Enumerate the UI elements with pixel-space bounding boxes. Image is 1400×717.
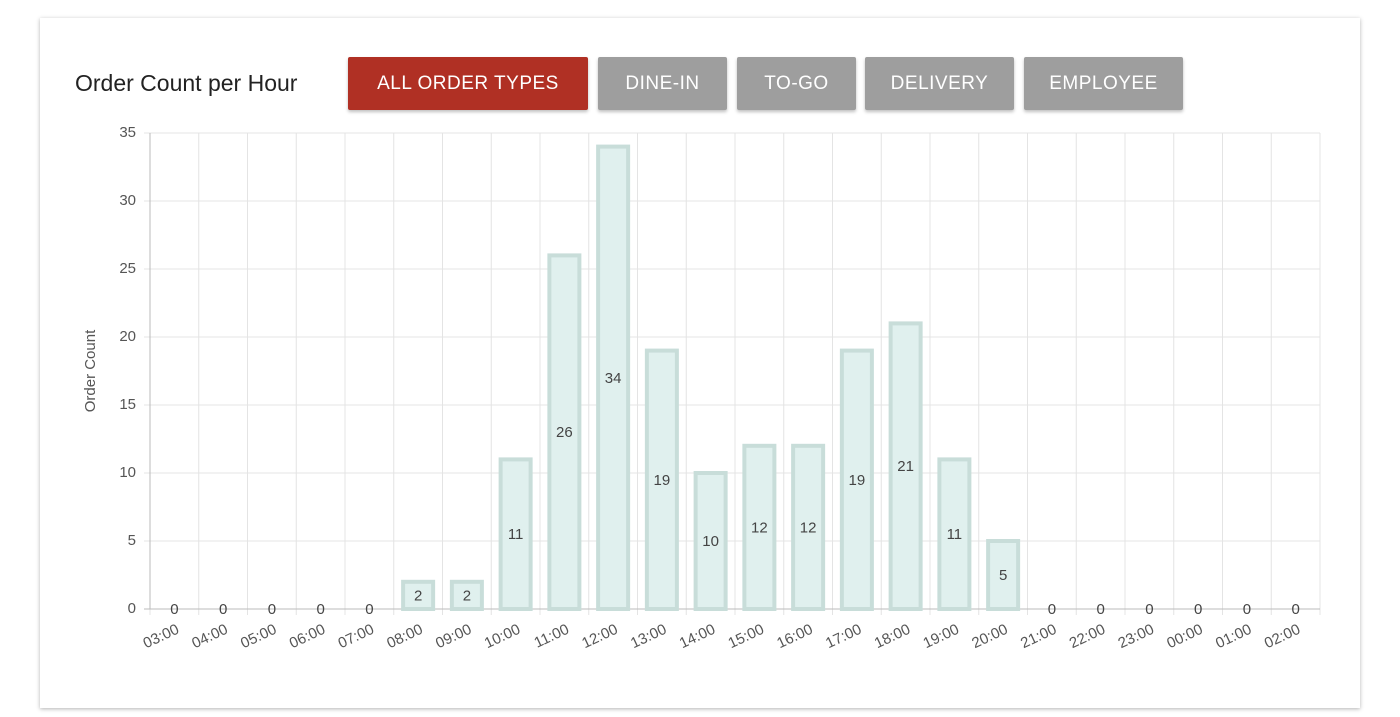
bar: [449, 579, 484, 611]
filter-button[interactable]: DELIVERY: [865, 57, 1014, 110]
filter-button[interactable]: EMPLOYEE: [1024, 57, 1183, 110]
value-label: 0: [365, 601, 373, 618]
value-label: 0: [316, 601, 324, 618]
value-label: 5: [999, 567, 1007, 584]
x-tick-label: 13:00: [628, 621, 669, 652]
filter-button[interactable]: ALL ORDER TYPES: [348, 57, 588, 110]
value-label: 0: [268, 601, 276, 618]
value-label: 21: [897, 458, 914, 475]
bar: [888, 321, 923, 611]
value-label: 11: [508, 526, 524, 543]
bar: [791, 443, 826, 611]
x-tick-label: 21:00: [1018, 621, 1059, 652]
y-tick-label: 20: [119, 328, 136, 345]
bar: [596, 144, 631, 611]
y-tick-label: 15: [119, 396, 136, 413]
x-tick-label: 04:00: [189, 621, 230, 652]
bar: [742, 443, 777, 611]
filter-button[interactable]: TO-GO: [737, 57, 856, 110]
value-label: 12: [800, 519, 817, 536]
value-label: 2: [463, 587, 471, 604]
value-label: 12: [751, 519, 768, 536]
x-tick-label: 14:00: [677, 621, 718, 652]
x-tick-label: 08:00: [384, 621, 425, 652]
x-tick-label: 09:00: [433, 621, 474, 652]
value-label: 0: [1291, 601, 1299, 618]
bar: [547, 253, 582, 611]
value-label: 0: [1145, 601, 1153, 618]
value-label: 11: [947, 526, 963, 543]
bar: [401, 579, 436, 611]
x-tick-label: 23:00: [1116, 621, 1157, 652]
value-label: 2: [414, 587, 422, 604]
value-label: 0: [1243, 601, 1251, 618]
x-tick-label: 17:00: [823, 621, 864, 652]
bar: [937, 457, 972, 611]
bar: [644, 348, 679, 611]
x-tick-label: 16:00: [774, 621, 815, 652]
x-tick-label: 18:00: [872, 621, 913, 652]
value-label: 0: [219, 601, 227, 618]
value-label: 26: [556, 424, 573, 441]
bar: [498, 457, 533, 611]
value-label: 19: [849, 472, 866, 489]
value-label: 0: [170, 601, 178, 618]
x-tick-label: 05:00: [238, 621, 279, 652]
x-tick-label: 12:00: [579, 621, 620, 652]
x-tick-label: 02:00: [1262, 621, 1303, 652]
value-label: 19: [654, 472, 671, 489]
value-label: 0: [1048, 601, 1056, 618]
y-tick-label: 10: [119, 464, 136, 481]
x-tick-label: 19:00: [921, 621, 962, 652]
y-tick-label: 25: [119, 260, 136, 277]
x-tick-label: 22:00: [1067, 621, 1108, 652]
x-tick-label: 11:00: [532, 621, 572, 652]
value-label: 0: [1096, 601, 1104, 618]
value-label: 10: [702, 533, 719, 550]
y-tick-label: 30: [119, 192, 136, 209]
x-tick-label: 00:00: [1164, 621, 1205, 652]
bar: [693, 471, 728, 611]
x-tick-label: 07:00: [336, 621, 377, 652]
y-axis-label: Order Count: [82, 329, 99, 412]
value-label: 0: [1194, 601, 1202, 618]
x-tick-label: 01:00: [1213, 621, 1254, 652]
value-label: 34: [605, 370, 622, 387]
chart-title: Order Count per Hour: [75, 70, 298, 96]
y-tick-label: 0: [128, 600, 136, 617]
x-tick-label: 06:00: [287, 621, 328, 652]
bar: [986, 539, 1021, 611]
x-tick-label: 10:00: [482, 621, 523, 652]
x-tick-label: 20:00: [969, 621, 1010, 652]
filter-button[interactable]: DINE-IN: [598, 57, 727, 110]
x-tick-label: 15:00: [726, 621, 767, 652]
bar: [839, 348, 874, 611]
x-tick-label: 03:00: [141, 621, 182, 652]
y-tick-label: 35: [119, 124, 136, 141]
y-tick-label: 5: [128, 532, 136, 549]
